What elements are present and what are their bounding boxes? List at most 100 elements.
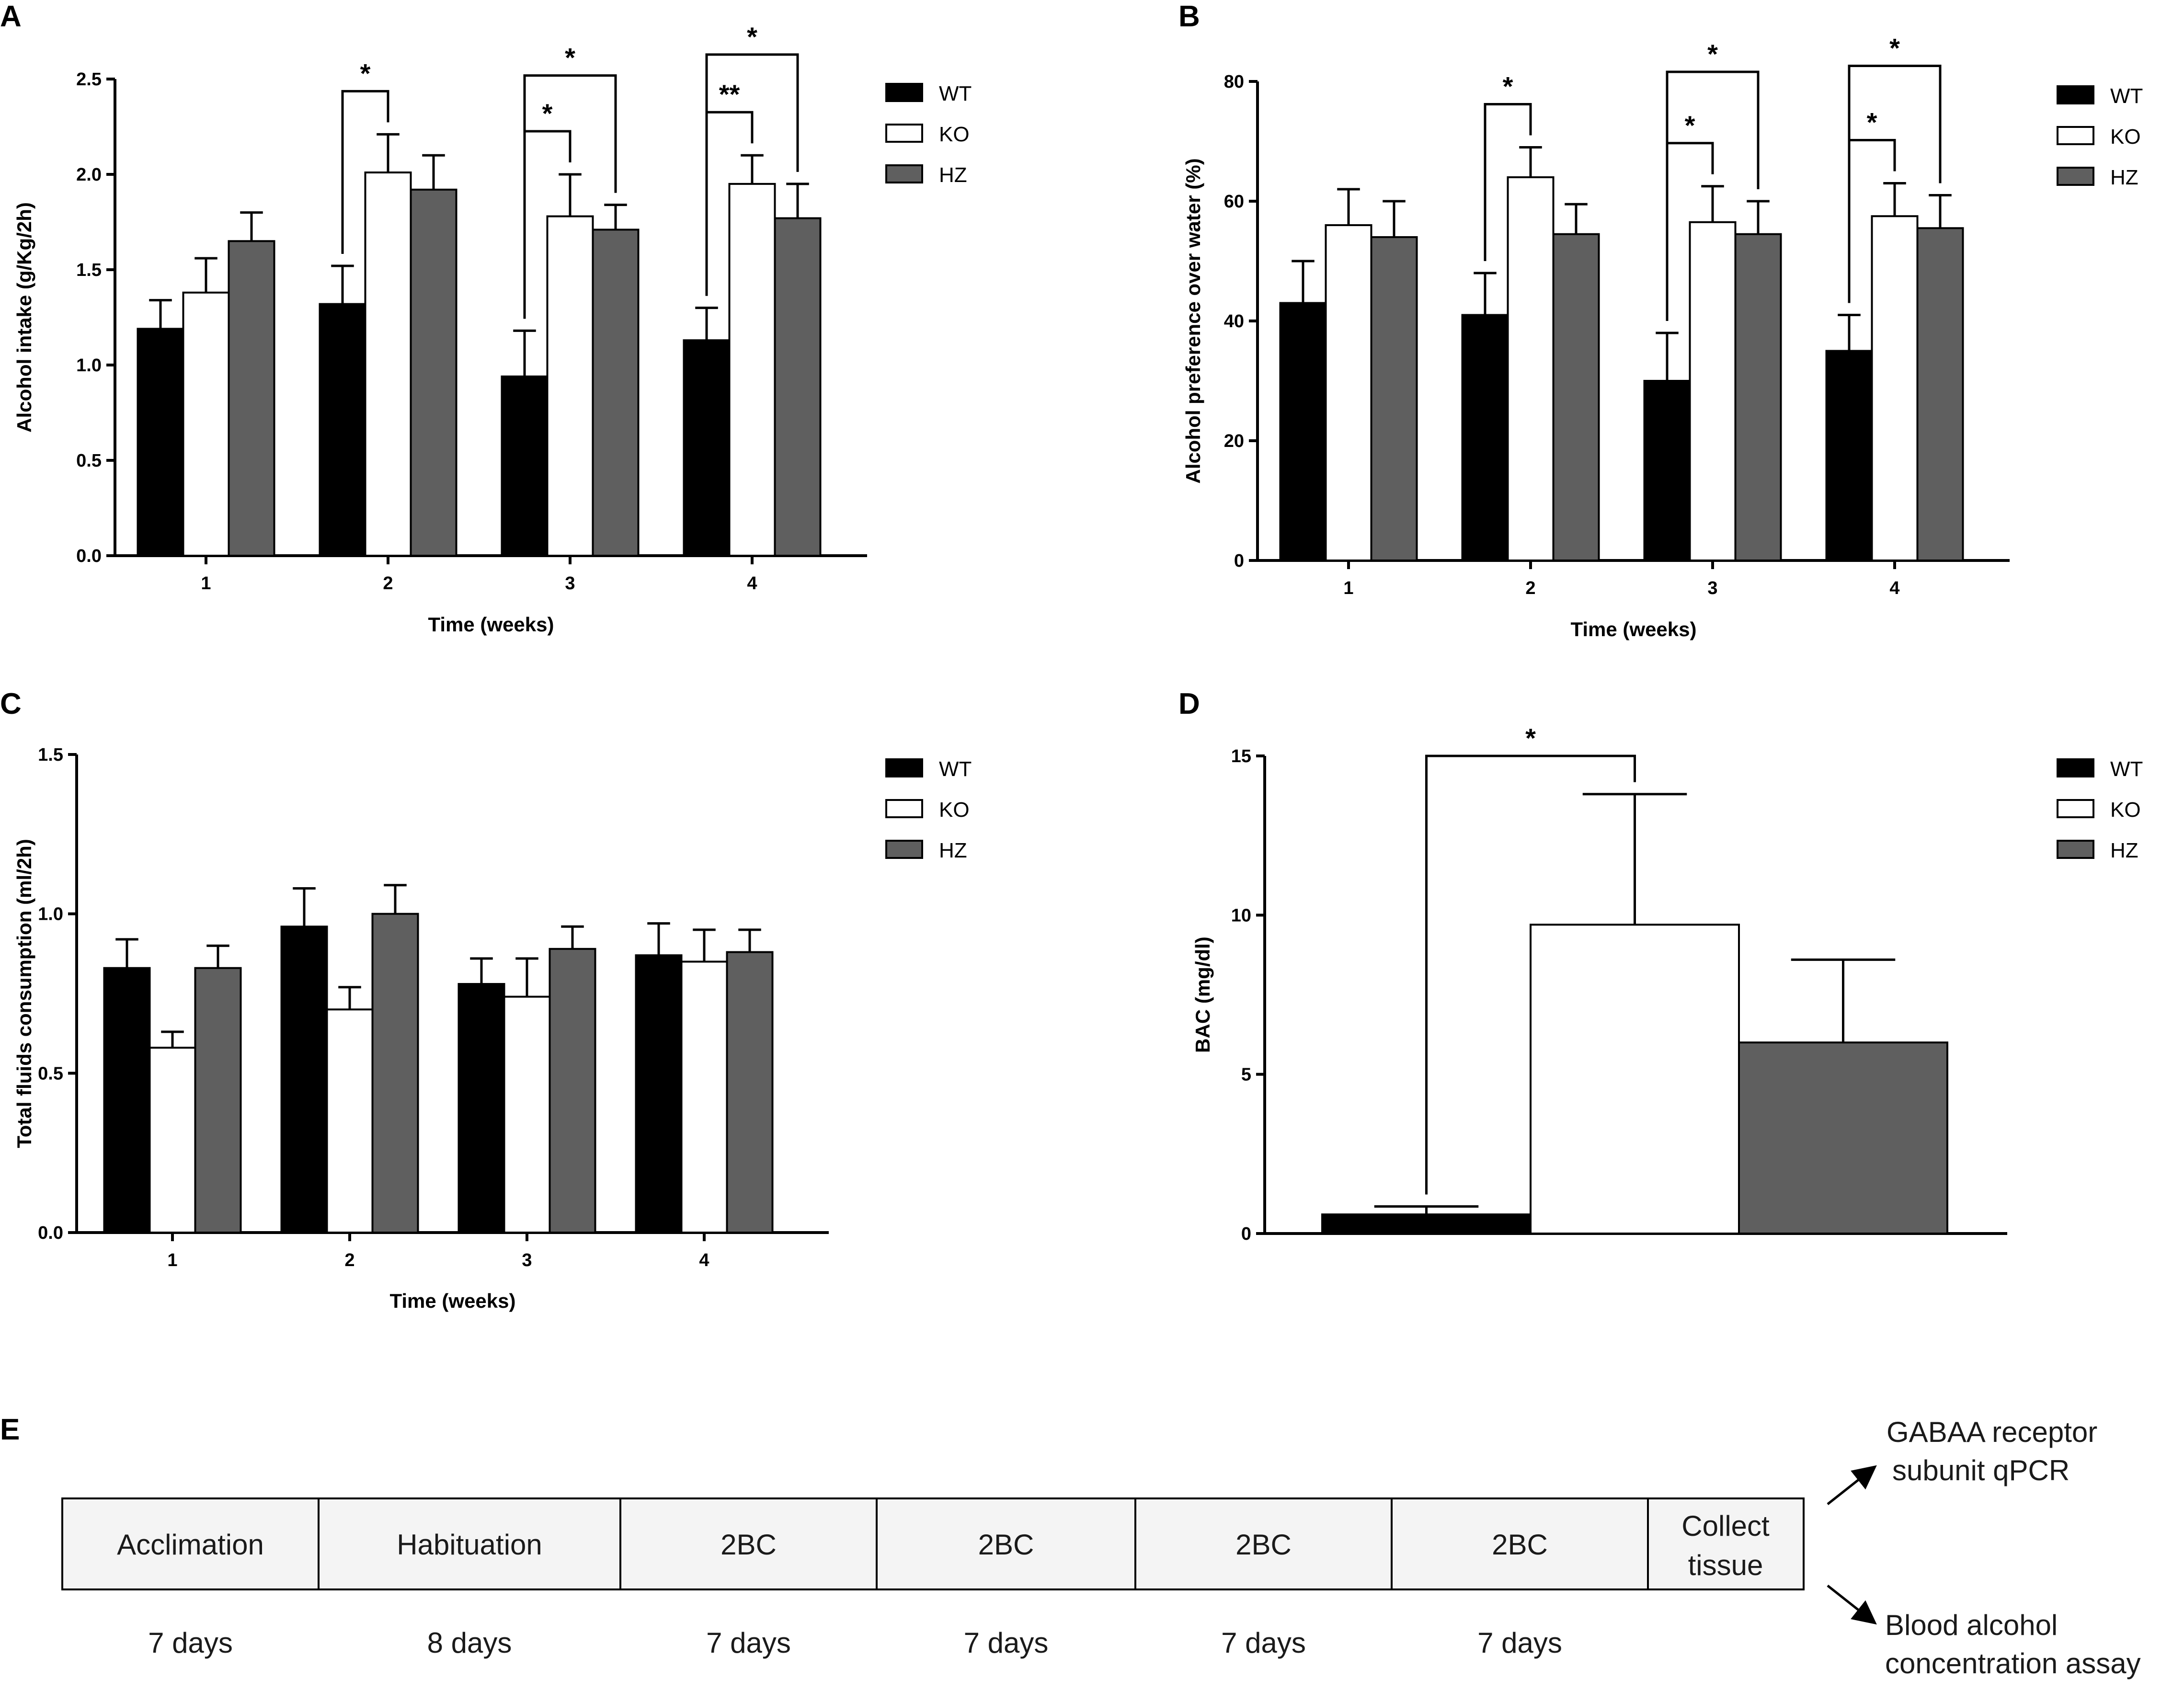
- bar-wt: [457, 983, 505, 1234]
- legend-swatch-ko: [2057, 799, 2094, 818]
- legend-swatch-hz: [885, 840, 923, 859]
- bar-ko: [1507, 176, 1555, 561]
- y-tick-label: 15: [1231, 746, 1251, 766]
- significance-bracket: [341, 90, 389, 254]
- legend-swatch-ko: [885, 124, 923, 143]
- bar-ko: [1325, 224, 1372, 561]
- collect-label: Collect: [1681, 1510, 1770, 1542]
- bar-hz: [1370, 236, 1418, 561]
- legend-swatch-wt: [2057, 758, 2094, 777]
- y-tick-label: 0: [1241, 1224, 1251, 1244]
- bar-wt: [1279, 302, 1327, 561]
- x-axis-label: Time (weeks): [389, 1290, 515, 1312]
- x-tick-label: 1: [201, 573, 211, 594]
- y-axis-label: Alcohol intake (g/Kg/2h): [13, 202, 35, 433]
- panel-letter: C: [0, 687, 22, 720]
- bar-hz: [194, 967, 242, 1234]
- timeline-box: [876, 1497, 1136, 1590]
- timeline-duration: 7 days: [706, 1627, 791, 1659]
- x-tick-label: 2: [344, 1250, 354, 1270]
- timeline-box-label: 2BC: [1492, 1529, 1548, 1561]
- y-tick-label: 40: [1224, 311, 1244, 331]
- arrow-up: [1827, 1465, 1877, 1505]
- bar-ko: [1689, 221, 1737, 561]
- bar-wt: [319, 303, 366, 557]
- chart-panel-b: B 0 20 40 60 80 Alcohol preference over water …: [1178, 0, 2143, 640]
- significance-bracket: [705, 53, 799, 296]
- x-tick-label: 2: [383, 573, 393, 594]
- timeline-duration: 8 days: [427, 1627, 512, 1659]
- y-tick-label: 60: [1224, 192, 1244, 212]
- bar-ko: [326, 1008, 374, 1234]
- bar-hz: [228, 240, 275, 557]
- bar-ko: [1530, 924, 1740, 1234]
- panel-letter: B: [1178, 0, 1200, 33]
- timeline-duration: 7 days: [1221, 1627, 1306, 1659]
- bar-ko: [364, 171, 412, 557]
- x-tick-label: 3: [522, 1250, 532, 1270]
- bar-hz: [1916, 227, 1964, 561]
- y-axis-label: Alcohol preference over water (%): [1182, 158, 1204, 483]
- bar-ko: [182, 291, 230, 557]
- y-tick-label: 0.0: [38, 1223, 63, 1243]
- x-tick-label: 4: [699, 1250, 709, 1270]
- bar-hz: [1734, 233, 1782, 561]
- chart-panel-a: A 0.0 0.5 1.0 1.5 2.0 2.5 Alcohol intake (g/Kg/…: [0, 0, 972, 636]
- legend-label-wt: WT: [939, 757, 972, 781]
- significance-bracket: [1666, 70, 1760, 321]
- timeline-panel-e: E Acclimation 7 days Habituation 8 days 2BC 7 …: [0, 1413, 2141, 1680]
- bar-hz: [774, 217, 822, 557]
- bar-wt: [1461, 314, 1509, 561]
- significance-label: *: [1503, 71, 1513, 102]
- y-tick-label: 2.0: [76, 165, 102, 185]
- bar-ko: [728, 183, 776, 557]
- bar-wt: [635, 954, 683, 1234]
- x-tick-label: 4: [1889, 578, 1899, 598]
- bar-hz: [549, 948, 596, 1234]
- legend-label-wt: WT: [2110, 84, 2143, 108]
- bar-wt: [280, 925, 328, 1234]
- legend-label-hz: HZ: [939, 839, 967, 862]
- bar-hz: [1738, 1041, 1948, 1234]
- y-tick-label: 80: [1224, 72, 1244, 92]
- timeline-box: [1391, 1497, 1649, 1590]
- legend-swatch-hz: [885, 164, 923, 183]
- x-tick-label: 2: [1525, 578, 1535, 598]
- bar-wt: [103, 967, 151, 1234]
- bar-hz: [371, 913, 419, 1234]
- legend-label-hz: HZ: [2110, 166, 2138, 189]
- timeline-box: [318, 1497, 621, 1590]
- panel-letter: E: [0, 1413, 20, 1446]
- legend-swatch-hz: [2057, 167, 2094, 186]
- legend-swatch-wt: [885, 758, 923, 777]
- timeline-duration: 7 days: [148, 1627, 233, 1659]
- output-qpcr-line1: GABAA receptor: [1887, 1416, 2097, 1448]
- y-tick-label: 20: [1224, 431, 1244, 451]
- x-tick-label: 4: [747, 573, 757, 594]
- legend-label-ko: KO: [2110, 125, 2141, 149]
- bar-wt: [137, 328, 184, 557]
- y-tick-label: 0.5: [38, 1063, 63, 1084]
- bar-ko: [1871, 215, 1919, 561]
- significance-label: **: [719, 79, 740, 109]
- bar-wt: [1825, 350, 1873, 561]
- significance-bracket: [523, 74, 617, 319]
- y-tick-label: 10: [1231, 905, 1251, 925]
- significance-bracket: [1848, 65, 1942, 303]
- y-tick-label: 0: [1234, 551, 1244, 571]
- timeline-box: [619, 1497, 878, 1590]
- significance-label: *: [1525, 723, 1536, 753]
- x-tick-label: 3: [565, 573, 575, 594]
- y-tick-label: 2.5: [76, 69, 102, 90]
- y-axis-label: Total fluids consumption (ml/2h): [13, 839, 35, 1148]
- timeline-box-label: Acclimation: [117, 1529, 264, 1561]
- y-tick-label: 1.5: [38, 745, 63, 765]
- significance-label: *: [747, 22, 757, 52]
- bar-wt: [1321, 1213, 1532, 1235]
- output-qpcr-line2: subunit qPCR: [1892, 1454, 2070, 1486]
- panel-letter: D: [1178, 687, 1200, 720]
- legend-swatch-wt: [885, 83, 923, 102]
- collect-label: tissue: [1688, 1549, 1763, 1581]
- timeline-box-label: 2BC: [720, 1529, 777, 1561]
